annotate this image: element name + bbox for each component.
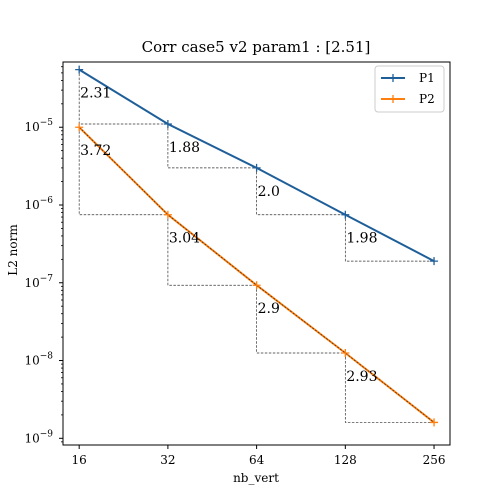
- x-tick-label: 256: [423, 453, 446, 467]
- slope-triangle: [256, 167, 346, 216]
- legend: P1 P2: [374, 65, 445, 113]
- y-axis-label: L2 norm: [6, 224, 20, 276]
- x-tick-label: 32: [160, 453, 175, 467]
- x-axis-label: nb_vert: [233, 471, 279, 485]
- data-point-marker: [75, 123, 84, 132]
- data-point-marker: [341, 348, 350, 357]
- data-point-marker: [75, 65, 84, 74]
- y-tick-label: 10−5: [24, 118, 53, 134]
- data-point-marker: [341, 210, 350, 219]
- x-tick-label: 128: [334, 453, 357, 467]
- legend-marker: [389, 95, 397, 103]
- y-tick-label: 10−9: [24, 429, 53, 445]
- slope-triangle: [167, 214, 257, 286]
- slope-annotation: 1.88: [169, 140, 200, 156]
- x-tick-label: 64: [249, 453, 265, 467]
- x-tick-label: 16: [72, 453, 87, 467]
- y-axis-ticks: 10−9 10−8 10−7 10−6 10−5: [24, 66, 63, 445]
- data-point-marker: [430, 257, 439, 266]
- slope-triangle: [78, 127, 168, 216]
- slope-annotation: 2.9: [258, 301, 280, 317]
- plot-area-frame: [62, 61, 451, 446]
- x-axis-ticks: 16 32 64 128 256: [72, 445, 446, 467]
- series-lines: [75, 65, 439, 427]
- slope-annotations: 2.31 1.88 2.0 1.98 3.72 3.04 2.9 2.93: [80, 86, 377, 385]
- slope-annotation: 1.98: [346, 231, 377, 247]
- slope-annotation: 2.31: [80, 86, 111, 102]
- data-point-marker: [430, 418, 439, 427]
- slope-triangles: [78, 69, 435, 423]
- legend-label-p2: P2: [419, 92, 435, 106]
- slope-annotation: 2.0: [258, 184, 280, 200]
- legend-marker: [389, 74, 397, 82]
- y-tick-label: 10−8: [24, 352, 53, 368]
- chart-title: Corr case5 v2 param1 : [2.51]: [142, 38, 371, 56]
- y-tick-label: 10−7: [24, 274, 53, 290]
- y-tick-label: 10−6: [24, 196, 53, 212]
- slope-annotation: 2.93: [346, 369, 377, 385]
- data-point-marker: [252, 163, 261, 172]
- slope-triangle: [344, 352, 435, 423]
- legend-label-p1: P1: [419, 71, 435, 85]
- slope-triangle: [344, 214, 435, 262]
- slope-annotation: 3.72: [80, 143, 111, 159]
- data-point-marker: [163, 120, 172, 129]
- data-point-marker: [252, 281, 261, 290]
- data-point-marker: [163, 210, 172, 219]
- slope-annotation: 3.04: [169, 231, 200, 247]
